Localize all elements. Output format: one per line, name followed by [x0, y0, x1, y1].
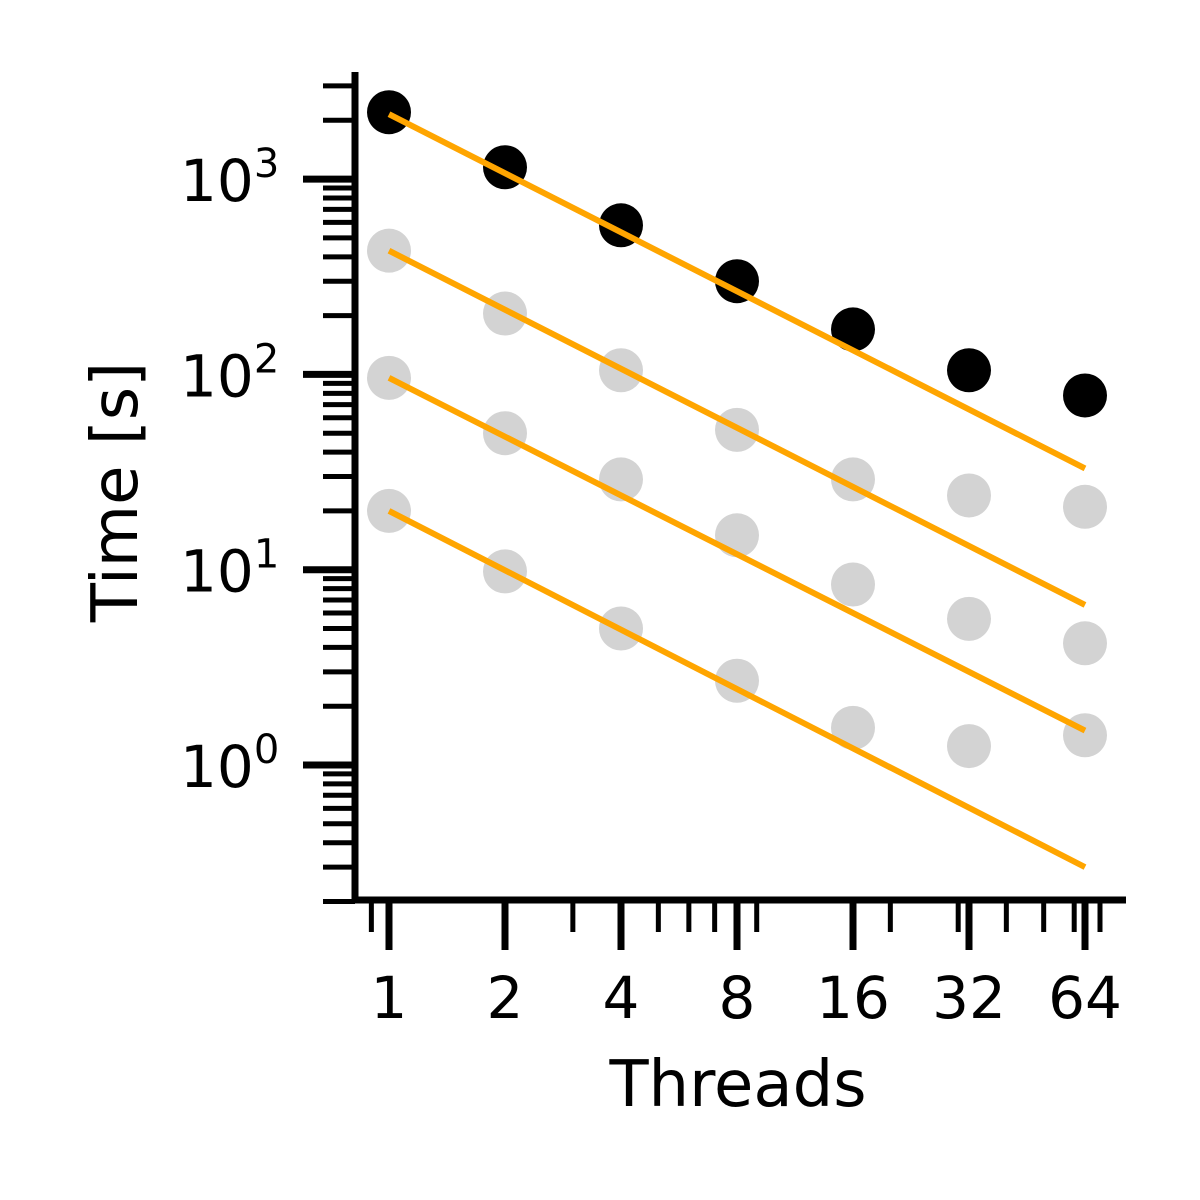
background-data-point — [1063, 484, 1107, 529]
x-tick-label: 2 — [487, 964, 524, 1032]
x-tick-label: 32 — [932, 964, 1006, 1032]
background-data-point — [831, 705, 875, 750]
background-data-point — [831, 562, 875, 607]
x-tick-label: 1 — [371, 964, 408, 1032]
y-tick-label: 100 — [180, 727, 279, 801]
background-data-point — [483, 411, 527, 456]
ideal-scaling-lines — [387, 111, 1087, 870]
y-tick-label: 102 — [180, 336, 279, 410]
highlighted-data-point — [947, 348, 991, 393]
highlighted-data-point — [831, 307, 875, 352]
background-data-point — [947, 473, 991, 518]
x-major-ticks — [385, 900, 1089, 950]
highlighted-data-point — [715, 259, 759, 304]
x-tick-label: 8 — [719, 964, 756, 1032]
background-data-point — [367, 488, 411, 533]
x-minor-ticks — [368, 900, 1103, 932]
background-data-point — [1063, 621, 1107, 666]
x-tick-label: 4 — [603, 964, 640, 1032]
plot-area — [367, 90, 1107, 769]
y-tick-labels: 100 101 102 103 — [180, 141, 279, 801]
background-data-point — [367, 228, 411, 273]
y-tick-label: 103 — [180, 141, 279, 215]
x-axis-label: Threads — [608, 1048, 866, 1122]
background-data-point — [947, 724, 991, 769]
ideal-scaling-line — [387, 248, 1087, 608]
highlighted-data-point — [1063, 373, 1107, 418]
x-tick-label: 64 — [1048, 964, 1122, 1032]
background-data-point — [483, 291, 527, 336]
x-tick-label: 16 — [816, 964, 890, 1032]
x-tick-labels: 1 2 4 8 16 32 64 — [371, 964, 1122, 1032]
background-data-point — [715, 513, 759, 558]
y-minor-ticks — [323, 83, 355, 905]
ideal-scaling-line — [387, 508, 1087, 870]
background-data-point — [947, 596, 991, 641]
y-tick-label: 101 — [180, 532, 279, 606]
ideal-scaling-line — [387, 111, 1087, 472]
y-major-ticks — [303, 175, 355, 769]
ideal-scaling-line — [387, 375, 1087, 734]
y-axis-label: Time [s] — [79, 362, 153, 623]
highlighted-data-point — [367, 90, 411, 135]
